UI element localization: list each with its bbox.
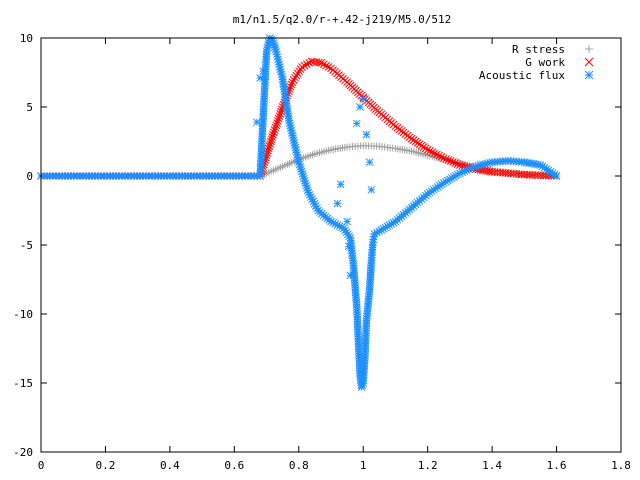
legend-marker: [584, 57, 594, 67]
x-tick-label: 0.4: [160, 459, 180, 472]
data-point: [446, 157, 455, 165]
data-point: [333, 199, 342, 208]
data-point: [298, 63, 306, 71]
x-tick-label: 1.8: [611, 459, 631, 472]
y-tick-label: -20: [13, 446, 33, 459]
data-point: [435, 151, 444, 160]
data-point: [264, 146, 272, 155]
legend-marker: [584, 70, 594, 80]
data-point: [317, 58, 326, 67]
data-point: [287, 80, 296, 89]
x-tick-label: 1.4: [482, 459, 502, 472]
data-point: [430, 149, 439, 158]
y-tick-label: 10: [20, 32, 33, 45]
data-point: [336, 180, 345, 189]
x-tick-label: 0: [38, 459, 45, 472]
data-point: [315, 58, 323, 67]
data-point: [433, 150, 441, 159]
data-point: [442, 155, 450, 163]
data-point: [456, 161, 464, 169]
data-point: [300, 61, 309, 70]
data-point: [453, 160, 462, 168]
data-point: [362, 130, 371, 139]
data-point: [305, 58, 314, 67]
data-point: [294, 69, 302, 78]
data-point: [367, 185, 376, 194]
x-tick-label: 0.8: [289, 459, 309, 472]
data-point: [266, 139, 274, 148]
data-point: [344, 242, 353, 251]
chart-title: m1/n1.5/q2.0/r-+.42-j219/M5.0/512: [233, 13, 452, 26]
data-point: [256, 74, 264, 82]
data-point: [483, 167, 492, 175]
y-tick-label: -15: [13, 377, 33, 390]
data-point: [288, 78, 297, 87]
data-point: [265, 142, 274, 150]
data-point: [264, 144, 273, 153]
data-point: [268, 133, 277, 141]
legend-label: Acoustic flux: [479, 69, 565, 82]
data-point: [286, 82, 295, 91]
data-point: [439, 154, 448, 162]
data-point: [437, 153, 446, 161]
data-point: [343, 217, 351, 226]
x-tick-label: 1.2: [418, 459, 438, 472]
data-point: [324, 63, 333, 71]
data-point: [266, 137, 275, 146]
data-point: [273, 116, 282, 125]
data-point: [352, 119, 361, 128]
y-tick-label: -10: [13, 308, 33, 321]
data-point: [365, 158, 374, 167]
data-point: [270, 126, 279, 134]
legend-marker: [585, 45, 593, 53]
x-tick-label: 1: [360, 459, 367, 472]
data-point: [346, 271, 355, 280]
legend-label: R stress: [512, 43, 565, 56]
data-point: [292, 71, 301, 80]
data-point: [289, 76, 298, 84]
data-point: [451, 159, 460, 167]
x-tick-label: 0.6: [224, 459, 244, 472]
series-2: [37, 34, 561, 391]
series-3: [253, 67, 376, 280]
data-point: [269, 130, 277, 139]
x-tick-label: 1.6: [547, 459, 567, 472]
data-point: [276, 110, 285, 118]
data-point: [272, 121, 281, 130]
y-tick-label: 0: [26, 170, 33, 183]
data-point: [356, 103, 364, 111]
data-point: [359, 94, 368, 103]
data-point: [291, 73, 299, 82]
data-point: [275, 112, 284, 121]
plot-area: [37, 34, 561, 391]
data-point: [428, 148, 437, 156]
data-point: [319, 60, 328, 69]
y-tick-label: 5: [26, 101, 33, 114]
data-point: [552, 172, 561, 180]
data-point: [269, 128, 278, 137]
data-point: [481, 166, 490, 175]
data-point: [322, 61, 331, 70]
data-point: [271, 123, 280, 132]
axis-ticks: 0 0.2 0.4 0.6 0.8 1 1.2 1.4 1.6 1.8 10 5 0 -5 -10 -15 -2…: [13, 32, 631, 472]
data-point: [267, 135, 276, 144]
data-point: [444, 156, 453, 164]
data-point: [302, 60, 311, 69]
data-point: [423, 145, 432, 154]
legend-label: G work: [525, 56, 565, 69]
data-point: [259, 67, 268, 75]
data-point: [253, 118, 261, 127]
data-point: [426, 147, 434, 155]
data-point: [274, 114, 283, 123]
data-point: [449, 158, 457, 166]
x-tick-label: 0.2: [96, 459, 116, 472]
plot-frame: [40, 37, 622, 453]
y-tick-label: -5: [20, 239, 33, 252]
data-point: [273, 119, 281, 127]
